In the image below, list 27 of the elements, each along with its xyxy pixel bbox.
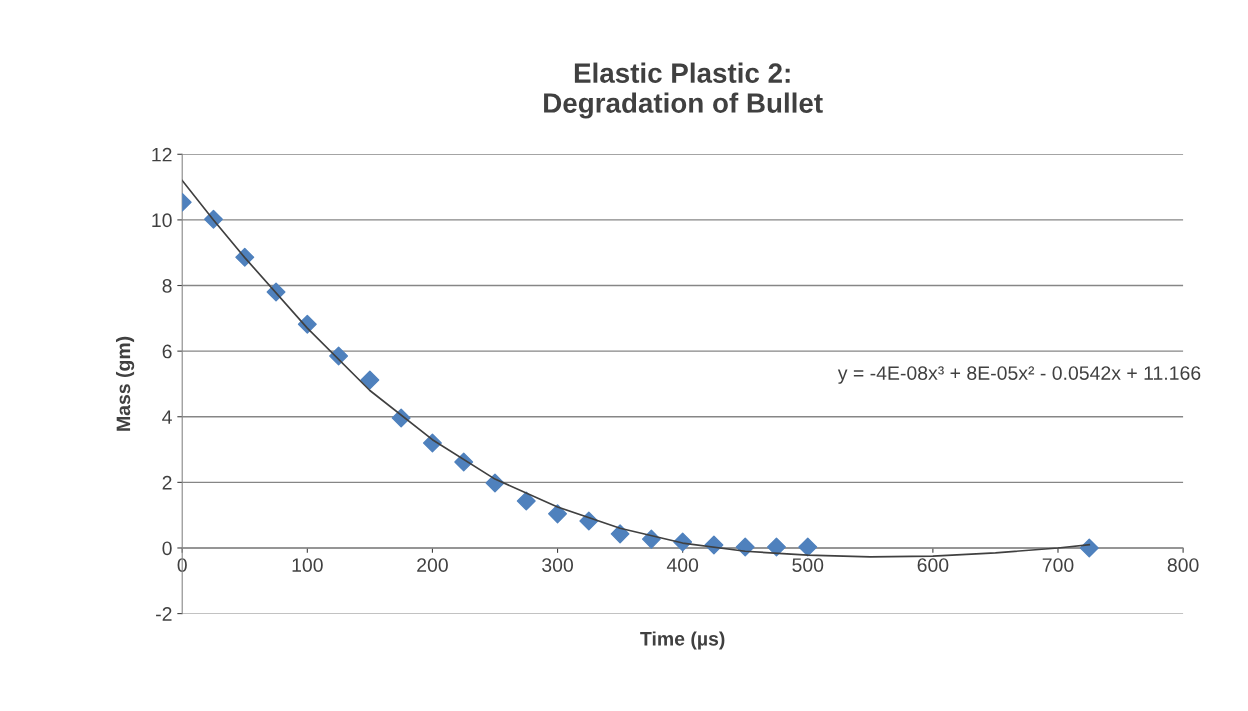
x-tick-label: 500: [792, 558, 824, 572]
y-tick-label: 8: [162, 278, 172, 293]
y-tick-label: -2: [156, 607, 172, 621]
x-tick-label: 600: [917, 558, 949, 572]
point: [548, 504, 568, 524]
y-axis-title: Mass (gm): [115, 336, 135, 431]
y-tick-label: 12: [152, 147, 172, 162]
point: [516, 491, 536, 511]
x-tick-label: 300: [542, 558, 574, 572]
point: [767, 537, 786, 557]
x-tick-label: 400: [666, 558, 699, 572]
x-tick-label: 200: [417, 558, 448, 572]
x-tick-label: 700: [1042, 558, 1074, 572]
point: [798, 537, 818, 557]
y-tick-label: 10: [152, 213, 172, 228]
y-tick-label: 6: [162, 344, 172, 359]
point: [1079, 538, 1099, 558]
x-axis-title: Time (µs): [640, 631, 725, 650]
y-tick-label: 4: [162, 410, 172, 424]
y-tick-label: 2: [162, 475, 172, 490]
x-tick-label: 100: [292, 558, 323, 572]
annotation: y = -4E-08x³ + 8E-05x² - 0.0542x + 11.166: [837, 366, 1201, 384]
x-tick-label: 800: [1167, 558, 1199, 572]
y-tick-label: 0: [162, 541, 172, 556]
point: [360, 370, 380, 390]
chart-title: Elastic Plastic 2: Degradation of Bullet: [544, 62, 823, 119]
x-tick-label: 0: [177, 558, 187, 572]
